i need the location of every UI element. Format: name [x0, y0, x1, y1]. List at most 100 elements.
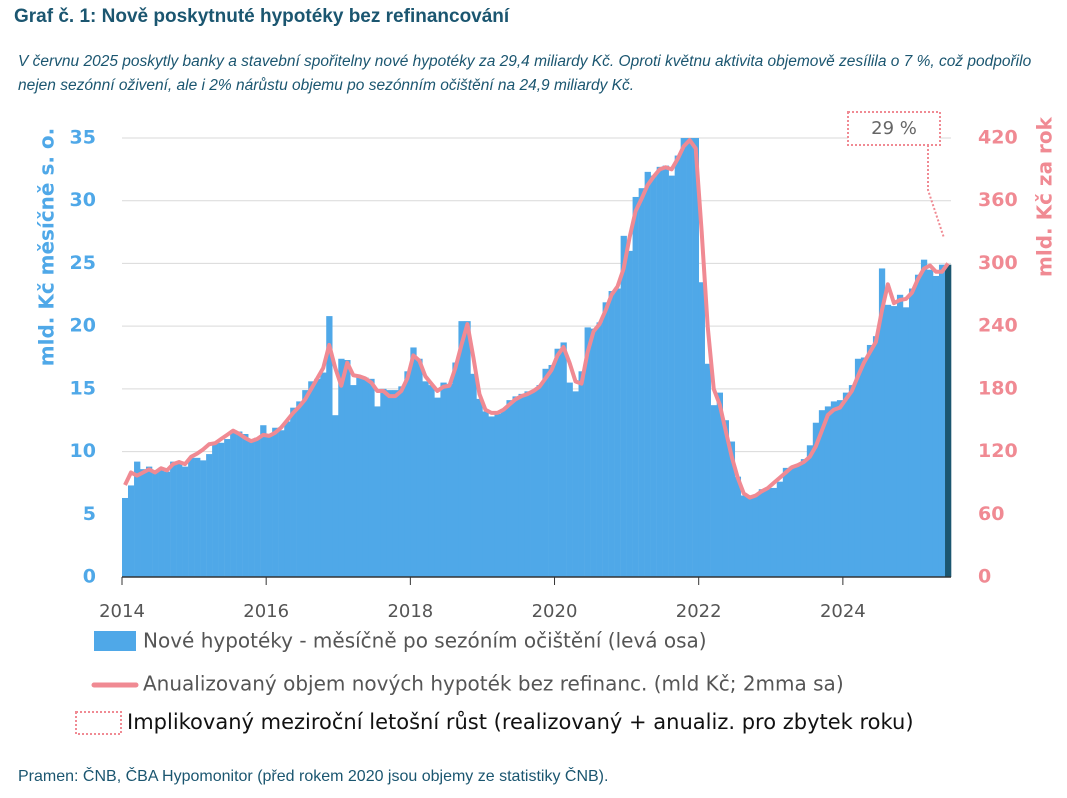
- y-tick-label: 35: [70, 127, 96, 149]
- bar: [596, 322, 603, 577]
- bar: [938, 264, 946, 577]
- chart: mld. Kč měsíčně s. o. mld. Kč za rok 0 5 1…: [35, 111, 1057, 735]
- y-axis-label: mld. Kč měsíčně s. o.: [35, 128, 59, 366]
- bar: [584, 327, 591, 577]
- bar: [518, 393, 525, 577]
- bar: [188, 457, 195, 577]
- bar: [626, 250, 633, 577]
- bar: [176, 462, 183, 577]
- bar: [812, 422, 820, 577]
- y2-tick-label: 60: [978, 503, 1004, 525]
- y2-tick-label: 300: [978, 252, 1018, 274]
- bar: [434, 397, 441, 577]
- x-tick-label: 2022: [676, 601, 722, 622]
- bar: [476, 398, 483, 577]
- y2-tick-label: 0: [978, 566, 991, 588]
- bar: [650, 175, 657, 577]
- x-tick-label: 2020: [532, 601, 578, 622]
- bar: [422, 381, 429, 577]
- bar: [836, 400, 844, 577]
- legend-label: Anualizovaný objem nových hypoték bez re…: [143, 672, 844, 696]
- y2-tick-label: 420: [978, 127, 1018, 149]
- bar: [224, 439, 231, 577]
- bar: [620, 235, 627, 577]
- bar: [122, 497, 129, 577]
- bar: [686, 138, 693, 577]
- bar: [200, 460, 207, 577]
- chart-title: Graf č. 1: Nově poskytnuté hypotéky bez …: [14, 6, 510, 27]
- legend-label: Implikovaný meziroční letošní růst (real…: [127, 710, 914, 734]
- bar: [452, 362, 459, 577]
- bar: [164, 471, 171, 577]
- annotation-leader: [927, 145, 945, 239]
- bar: [482, 411, 489, 577]
- bar: [794, 465, 802, 577]
- bar: [362, 377, 369, 577]
- bar: [860, 357, 868, 577]
- y2-tick-label: 360: [978, 189, 1018, 211]
- bar: [242, 434, 249, 577]
- x-tick-label: 2016: [243, 601, 289, 622]
- x-tick-label: 2018: [387, 601, 433, 622]
- bar: [170, 461, 177, 577]
- bar: [248, 439, 255, 577]
- y-tick-label: 15: [70, 377, 96, 399]
- bar: [380, 388, 387, 577]
- x-tick-label: 2014: [99, 601, 145, 622]
- bar: [236, 431, 243, 577]
- bar: [338, 358, 345, 577]
- bar: [542, 368, 549, 577]
- bar: [554, 348, 561, 577]
- annotation-text: 29 %: [871, 118, 917, 139]
- bar: [608, 291, 615, 577]
- bar: [404, 371, 411, 577]
- source-note: Pramen: ČNB, ČBA Hypomonitor (před rokem…: [18, 768, 609, 785]
- bar: [698, 282, 705, 577]
- bar: [278, 430, 285, 577]
- bar: [945, 264, 952, 577]
- bar: [734, 476, 742, 577]
- bar: [896, 294, 904, 577]
- bar: [578, 371, 585, 577]
- bar: [716, 392, 724, 577]
- bar: [782, 467, 790, 577]
- bar: [440, 382, 447, 577]
- bar: [926, 269, 934, 577]
- bar: [674, 155, 681, 577]
- bar: [218, 442, 225, 577]
- bar: [127, 485, 135, 577]
- bar: [446, 383, 453, 577]
- bar: [680, 138, 687, 577]
- bar: [656, 166, 663, 577]
- bar: [146, 466, 153, 577]
- bar: [632, 196, 639, 578]
- bar: [320, 372, 327, 577]
- y2-axis-label: mld. Kč za rok: [1033, 116, 1057, 277]
- bar: [566, 382, 573, 577]
- legend-swatch: [75, 711, 122, 735]
- bar: [326, 316, 333, 577]
- bar: [560, 342, 567, 577]
- bar: [800, 459, 808, 577]
- bar: [134, 461, 141, 577]
- bar: [590, 328, 597, 577]
- bar: [212, 442, 219, 577]
- legend-label: Nové hypotéky - měsíčně po sezóním očišt…: [143, 629, 707, 653]
- bar: [758, 489, 766, 577]
- bar: [764, 487, 772, 577]
- bar: [302, 390, 309, 577]
- bar: [704, 363, 711, 577]
- annotation-box: [847, 111, 941, 146]
- bar: [878, 268, 886, 577]
- bar: [314, 378, 321, 577]
- bar: [602, 302, 609, 577]
- bar: [158, 467, 165, 577]
- bar: [254, 437, 261, 577]
- bar: [416, 358, 423, 577]
- bar: [386, 390, 393, 577]
- y2-tick-label: 180: [978, 377, 1018, 399]
- y-tick-label: 0: [83, 566, 96, 588]
- bar: [746, 496, 754, 577]
- x-tick-label: 2024: [820, 601, 866, 622]
